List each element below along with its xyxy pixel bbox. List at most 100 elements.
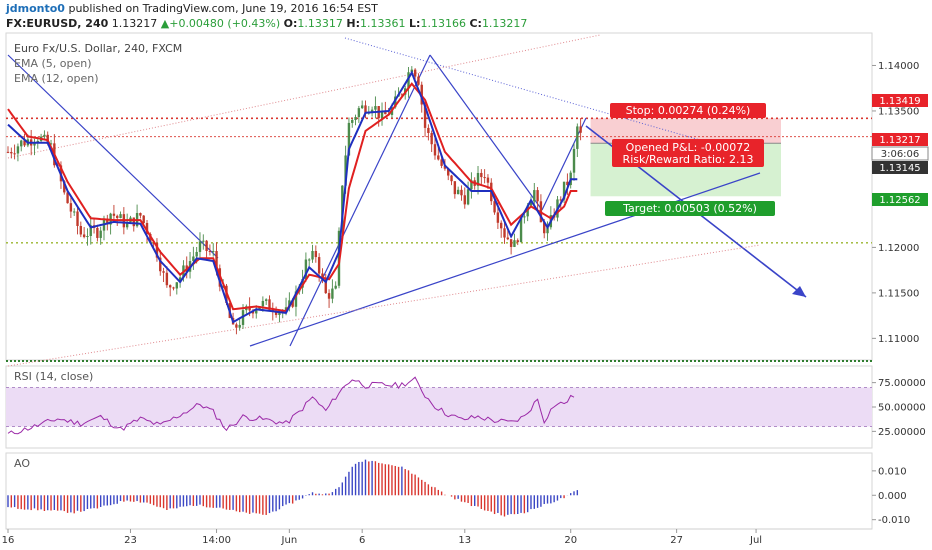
- candle-body: [357, 108, 361, 118]
- rsi-band: [6, 387, 872, 427]
- candle-body: [460, 189, 463, 196]
- candle-body: [526, 205, 529, 217]
- time-tick-label: 6: [359, 535, 365, 546]
- trendline-up-2: [541, 117, 587, 211]
- candle-body: [10, 152, 13, 154]
- candle-body: [162, 271, 165, 273]
- countdown-tag-text: 3:06:06: [881, 149, 920, 160]
- candle-body: [79, 225, 83, 235]
- candle-body: [486, 177, 490, 183]
- candle-body: [202, 240, 205, 242]
- candle-body: [519, 217, 523, 243]
- price-tick-label: 1.12000: [878, 243, 919, 254]
- candle-body: [529, 201, 533, 206]
- ema12-legend[interactable]: EMA (12, open): [14, 72, 99, 85]
- candle-body: [49, 143, 53, 145]
- candle-body: [43, 134, 46, 137]
- candle-body: [546, 227, 549, 234]
- candle-body: [523, 216, 526, 218]
- last-price: 1.13217: [111, 17, 158, 30]
- ao-legend[interactable]: AO: [14, 457, 30, 470]
- target-label-box[interactable]: [605, 201, 775, 216]
- close-label: C:: [469, 17, 482, 30]
- candle-body: [347, 122, 351, 156]
- candle-body: [89, 225, 92, 236]
- candle-body: [23, 140, 26, 146]
- close-value: 1.13217: [481, 17, 528, 30]
- time-tick-label: 27: [670, 535, 683, 546]
- candle-body: [145, 223, 149, 235]
- candle-body: [331, 288, 334, 299]
- pnl-label: Opened P&L: -0.00072: [626, 141, 751, 154]
- open-label: O:: [283, 17, 298, 30]
- candle-body: [119, 214, 122, 219]
- target-price-tag-text: 1.12562: [879, 195, 920, 206]
- candle-body: [364, 105, 367, 114]
- candle-body: [178, 277, 182, 283]
- candle-body: [314, 250, 318, 258]
- last-price-tag: [872, 133, 928, 146]
- candle-body: [437, 155, 440, 160]
- ao-tick-label: 0.010: [878, 466, 907, 477]
- time-tick-label: 13: [458, 535, 471, 546]
- candle-body: [255, 309, 258, 314]
- candle-body: [139, 213, 142, 216]
- candle-body: [205, 240, 208, 251]
- candle-body: [288, 300, 291, 308]
- candle-body: [125, 222, 129, 228]
- candle-body: [450, 175, 453, 182]
- stop-label-box[interactable]: [610, 103, 766, 118]
- candle-body: [384, 111, 387, 115]
- candle-body: [576, 126, 579, 149]
- candle-body: [516, 240, 519, 243]
- stop-price-tag-text: 1.13419: [879, 96, 920, 107]
- published-text: published on TradingView.com, June 19, 2…: [68, 2, 378, 15]
- candle-body: [427, 127, 430, 134]
- symbol-info: FX:EURUSD, 240 1.13217 ▲+0.00480 (+0.43%…: [6, 17, 527, 30]
- candle-body: [172, 287, 175, 289]
- pnl-label-box[interactable]: [612, 139, 764, 167]
- ema5-legend[interactable]: EMA (5, open): [14, 57, 92, 70]
- rsi-tick-label: 50.00000: [878, 403, 926, 414]
- candle-body: [351, 119, 354, 123]
- candle-body: [480, 172, 483, 178]
- candle-body: [423, 104, 427, 128]
- ema5-line: [7, 70, 578, 324]
- candle-body: [559, 199, 562, 201]
- candle-body: [506, 237, 510, 240]
- time-tick-label: Jul: [749, 535, 762, 546]
- candle-body: [142, 215, 145, 224]
- stop-label: Stop: 0.00274 (0.24%): [626, 104, 751, 117]
- candle-body: [76, 211, 79, 226]
- candle-body: [215, 251, 218, 269]
- candle-body: [443, 165, 447, 169]
- target-label: Target: 0.00503 (0.52%): [622, 202, 757, 215]
- candle-body: [308, 259, 311, 261]
- candle-body: [317, 257, 321, 274]
- bid-price-tag-text: 1.13145: [879, 163, 920, 174]
- trendline-up-1: [289, 54, 431, 347]
- candle-body: [447, 168, 450, 176]
- candle-body: [324, 277, 327, 294]
- candle-body: [212, 251, 215, 253]
- candle-body: [463, 195, 466, 205]
- candle-body: [291, 300, 294, 307]
- candle-body: [159, 257, 162, 272]
- ao-pane-frame: [5, 452, 873, 530]
- candle-body: [503, 228, 506, 238]
- price-tick-label: 1.13500: [878, 106, 919, 117]
- candle-body: [33, 143, 36, 146]
- candle-body: [13, 153, 16, 155]
- rsi-legend[interactable]: RSI (14, close): [14, 370, 93, 383]
- candle-body: [374, 106, 377, 110]
- publisher-username[interactable]: jdmonto0: [6, 2, 65, 15]
- price-pane-frame: [5, 32, 873, 361]
- candle-body: [73, 211, 76, 213]
- candle-body: [496, 212, 500, 223]
- candle-body: [456, 189, 460, 195]
- candle-body: [304, 259, 308, 280]
- candle-body: [321, 273, 324, 278]
- candle-body: [63, 181, 66, 193]
